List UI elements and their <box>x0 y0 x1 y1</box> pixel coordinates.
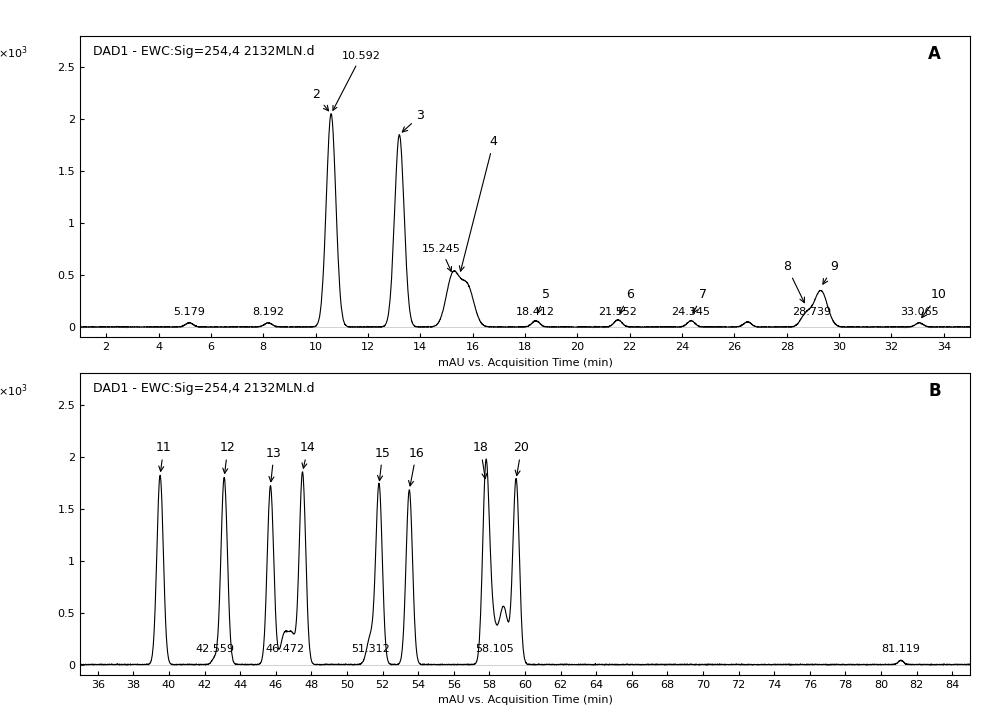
Text: 8.192: 8.192 <box>252 307 284 317</box>
X-axis label: mAU vs. Acquisition Time (min): mAU vs. Acquisition Time (min) <box>438 695 612 705</box>
Text: 81.119: 81.119 <box>881 644 920 654</box>
Text: 42.559: 42.559 <box>195 644 234 654</box>
Text: 15: 15 <box>375 447 391 480</box>
Text: 24.345: 24.345 <box>672 307 711 317</box>
X-axis label: mAU vs. Acquisition Time (min): mAU vs. Acquisition Time (min) <box>438 358 612 368</box>
Text: 18.412: 18.412 <box>516 307 555 317</box>
Text: 10.592: 10.592 <box>333 51 381 111</box>
Text: 16: 16 <box>409 447 424 486</box>
Text: 6: 6 <box>620 288 634 313</box>
Text: 18: 18 <box>473 442 488 479</box>
Text: 8: 8 <box>783 260 804 303</box>
Text: $\times$10$^3$: $\times$10$^3$ <box>0 45 28 61</box>
Text: 5: 5 <box>537 288 550 313</box>
Text: 21.552: 21.552 <box>599 307 637 317</box>
Text: 28.739: 28.739 <box>792 307 831 317</box>
Text: B: B <box>928 382 941 400</box>
Text: 14: 14 <box>300 442 316 468</box>
Text: DAD1 - EWC:Sig=254,4 2132MLN.d: DAD1 - EWC:Sig=254,4 2132MLN.d <box>93 382 315 395</box>
Text: A: A <box>928 45 941 62</box>
Text: 13: 13 <box>266 447 282 482</box>
Text: 20: 20 <box>514 442 529 475</box>
Text: DAD1 - EWC:Sig=254,4 2132MLN.d: DAD1 - EWC:Sig=254,4 2132MLN.d <box>93 45 315 57</box>
Text: 12: 12 <box>220 442 236 473</box>
Text: 15.245: 15.245 <box>422 244 461 271</box>
Text: 5.179: 5.179 <box>173 307 205 317</box>
Text: 3: 3 <box>402 109 424 132</box>
Text: 33.065: 33.065 <box>900 307 939 317</box>
Text: $\times$10$^3$: $\times$10$^3$ <box>0 382 28 398</box>
Text: 9: 9 <box>823 260 838 284</box>
Text: 46.472: 46.472 <box>265 644 304 654</box>
Text: 11: 11 <box>156 442 172 471</box>
Text: 10: 10 <box>922 288 947 317</box>
Text: 58.105: 58.105 <box>475 644 514 654</box>
Text: 7: 7 <box>693 288 707 313</box>
Text: 2: 2 <box>312 88 329 111</box>
Text: 51.312: 51.312 <box>351 644 390 654</box>
Text: 4: 4 <box>459 135 498 271</box>
